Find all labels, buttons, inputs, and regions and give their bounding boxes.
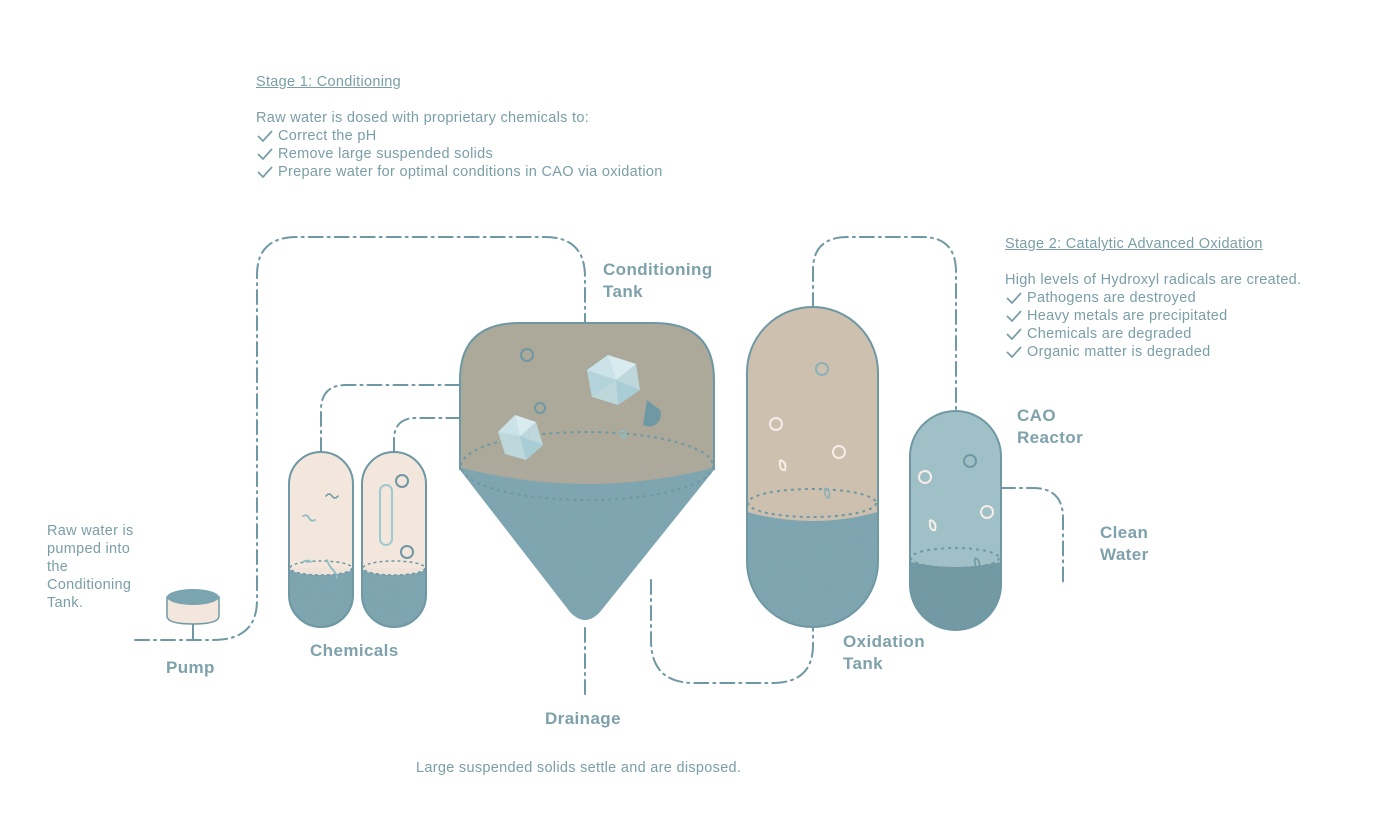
conditioning-tank <box>459 322 715 620</box>
label-conditioning-tank: Conditioning Tank <box>603 260 713 301</box>
crystal-small <box>498 415 543 460</box>
stage2-item: Organic matter is degraded <box>1005 343 1375 361</box>
pipe-oxidation-to-cao <box>812 236 957 412</box>
label-drainage: Drainage <box>545 709 621 728</box>
label-chemicals: Chemicals <box>310 641 399 660</box>
checkmark-icon <box>1006 346 1022 359</box>
stage1-item: Remove large suspended solids <box>256 145 776 163</box>
note-drainage: Large suspended solids settle and are di… <box>416 760 742 776</box>
pipe-chemical1-to-tank <box>320 384 461 453</box>
stage2-info: Stage 2: Catalytic Advanced Oxidation Hi… <box>1005 235 1375 361</box>
checkmark-icon <box>257 166 273 179</box>
stage1-item: Correct the pH <box>256 127 776 145</box>
stage2-title: Stage 2: Catalytic Advanced Oxidation <box>1005 236 1263 252</box>
pipe-pump-to-tank <box>212 236 586 641</box>
stage2-intro: High levels of Hydroxyl radicals are cre… <box>1005 272 1302 288</box>
note-raw-water: Raw water is pumped into the Conditionin… <box>47 523 134 611</box>
pump <box>166 589 220 640</box>
stage2-item: Chemicals are degraded <box>1005 325 1375 343</box>
label-pump: Pump <box>166 658 215 677</box>
pipe-chemical2-to-tank <box>393 417 461 453</box>
stage2-item: Pathogens are destroyed <box>1005 289 1375 307</box>
oxidation-tank <box>746 306 879 628</box>
checkmark-icon <box>257 148 273 161</box>
label-oxidation-tank: Oxidation Tank <box>843 632 925 673</box>
pipe-conditioning-to-oxidation <box>650 579 814 684</box>
checkmark-icon <box>257 130 273 143</box>
label-cao-reactor: CAO Reactor <box>1017 406 1084 447</box>
checkmark-icon <box>1006 310 1022 323</box>
stage1-item: Prepare water for optimal conditions in … <box>256 163 776 181</box>
pipe-cao-to-clean-water <box>1000 487 1064 586</box>
checkmark-icon <box>1006 292 1022 305</box>
stage1-title: Stage 1: Conditioning <box>256 74 401 90</box>
chemical-tank-1 <box>288 451 354 628</box>
stage2-item: Heavy metals are precipitated <box>1005 307 1375 325</box>
cao-reactor <box>909 410 1002 631</box>
pipes <box>134 236 1064 696</box>
checkmark-icon <box>1006 328 1022 341</box>
stage1-info: Stage 1: Conditioning Raw water is dosed… <box>256 73 776 181</box>
stage1-intro: Raw water is dosed with proprietary chem… <box>256 110 590 126</box>
crystal-large <box>587 355 640 405</box>
chemical-tank-2 <box>361 451 427 628</box>
label-clean-water: Clean Water <box>1100 523 1149 564</box>
